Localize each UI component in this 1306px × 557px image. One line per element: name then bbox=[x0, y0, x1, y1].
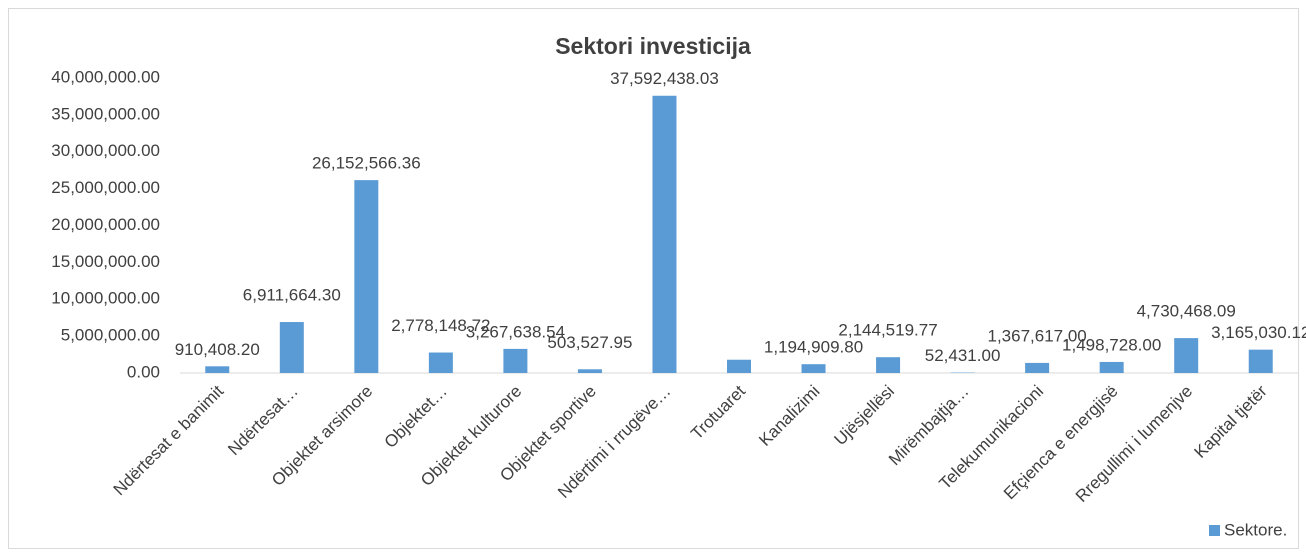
bar bbox=[205, 366, 230, 373]
legend-label: Sektore. bbox=[1224, 520, 1287, 539]
y-tick-label: 35,000,000.00 bbox=[51, 104, 160, 123]
data-label: 37,592,438.03 bbox=[610, 69, 719, 88]
bar bbox=[577, 369, 602, 373]
y-tick-label: 10,000,000.00 bbox=[51, 289, 160, 308]
data-label: 2,778,148.72 bbox=[391, 316, 490, 335]
bar bbox=[354, 180, 379, 373]
legend-swatch bbox=[1209, 525, 1220, 536]
bar bbox=[428, 352, 453, 373]
bar bbox=[801, 364, 826, 373]
y-tick-label: 20,000,000.00 bbox=[51, 215, 160, 234]
bar bbox=[279, 322, 304, 373]
bar bbox=[876, 357, 901, 373]
data-label: 1,367,617.00 bbox=[988, 326, 1087, 345]
y-tick-label: 0.00 bbox=[127, 362, 160, 381]
data-label: 26,152,566.36 bbox=[312, 154, 421, 173]
data-label: 1,194,909.80 bbox=[764, 338, 863, 357]
y-tick-label: 25,000,000.00 bbox=[51, 178, 160, 197]
chart-title: Sektori investicija bbox=[555, 33, 751, 59]
bar bbox=[1174, 338, 1199, 373]
data-label: 6,911,664.30 bbox=[243, 286, 341, 305]
data-label: 2,144,519.77 bbox=[838, 321, 937, 340]
data-label: 52,431.00 bbox=[925, 346, 1001, 365]
bar bbox=[1099, 361, 1124, 373]
data-label: 3,267,638.54 bbox=[466, 322, 565, 341]
data-label: 1,498,728.00 bbox=[1062, 335, 1161, 354]
bar bbox=[503, 348, 528, 373]
bar bbox=[1248, 349, 1273, 373]
bar bbox=[727, 359, 751, 373]
y-tick-label: 30,000,000.00 bbox=[51, 141, 160, 160]
bar bbox=[1025, 362, 1050, 373]
bar bbox=[652, 95, 677, 373]
y-tick-label: 40,000,000.00 bbox=[51, 67, 160, 86]
data-label: 3,165,030.12 bbox=[1211, 323, 1306, 342]
data-label: 503,527.95 bbox=[547, 333, 632, 352]
y-tick-label: 15,000,000.00 bbox=[51, 252, 160, 271]
data-label: 910,408.20 bbox=[175, 340, 260, 359]
y-tick-label: 5,000,000.00 bbox=[61, 326, 160, 345]
data-label: 4,730,468.09 bbox=[1137, 302, 1236, 321]
